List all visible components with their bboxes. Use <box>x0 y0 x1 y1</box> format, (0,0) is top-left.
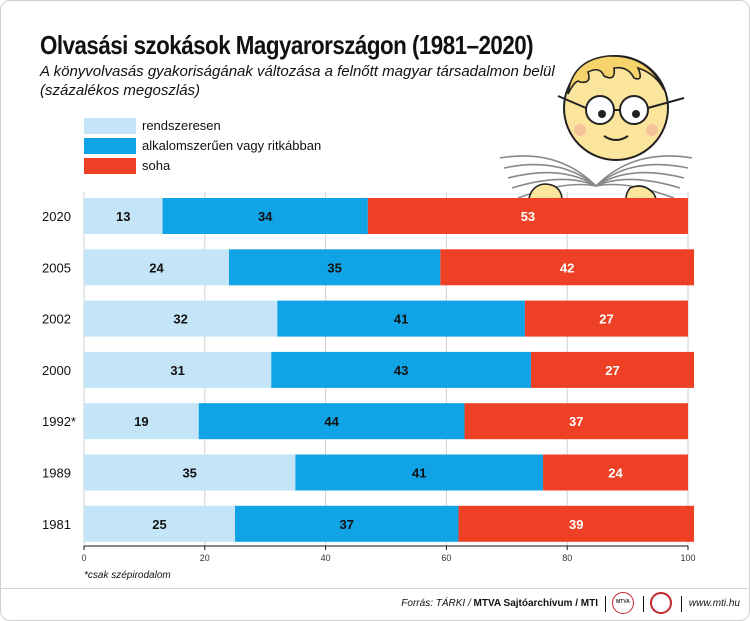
x-tick-label: 20 <box>200 553 210 563</box>
bar-segment <box>271 351 531 388</box>
stacked-bar-chart: 2020 13 34 53 2005 24 35 42 2002 32 41 27 2000 31 43 27… <box>42 192 696 563</box>
x-tick-label: 40 <box>321 553 331 563</box>
bar-segment <box>228 249 441 286</box>
bar-segment <box>458 505 695 542</box>
category-label: 1992* <box>42 414 76 429</box>
mti-logo-icon <box>650 592 672 614</box>
bar-segment <box>198 403 465 440</box>
bar-segment <box>84 249 229 286</box>
data-label: 53 <box>521 209 535 224</box>
bar-segment <box>162 198 368 234</box>
mtva-logo-text: MTVA <box>616 599 630 605</box>
bar-segment <box>84 454 296 491</box>
category-label: 2002 <box>42 312 71 327</box>
bar-segment <box>530 351 695 388</box>
data-label: 27 <box>605 363 619 378</box>
x-tick-label: 0 <box>81 553 86 563</box>
data-label: 41 <box>412 466 426 481</box>
data-label: 24 <box>149 260 164 275</box>
data-label: 13 <box>116 209 130 224</box>
footer-divider <box>643 596 644 612</box>
category-label: 1989 <box>42 466 71 481</box>
data-label: 39 <box>569 517 583 532</box>
chart-subtitle: A könyvolvasás gyakoriságának változása … <box>40 63 555 99</box>
x-tick-label: 100 <box>680 553 695 563</box>
data-label: 27 <box>599 312 613 327</box>
source-prefix: Forrás: TÁRKI / <box>401 598 474 609</box>
legend-label-alkalomszeruen: alkalomszerűen vagy ritkábban <box>142 138 322 153</box>
source-bold: MTVA Sajtóarchívum / MTI <box>473 598 598 609</box>
data-label: 44 <box>324 414 339 429</box>
data-label: 42 <box>560 260 574 275</box>
data-label: 19 <box>134 414 148 429</box>
bar-segment <box>543 454 688 491</box>
data-label: 24 <box>608 466 623 481</box>
legend-swatch-rendszeresen <box>84 118 136 134</box>
bar-segment <box>524 300 688 337</box>
legend-swatch-soha <box>84 158 136 174</box>
footer-divider <box>681 596 682 612</box>
legend-swatch-alkalomszeruen <box>84 138 136 154</box>
bar-segment <box>235 505 459 542</box>
chart-title: Olvasási szokások Magyarországon (1981–2… <box>40 30 534 60</box>
data-label: 37 <box>569 414 583 429</box>
footer: Forrás: TÁRKI / MTVA Sajtóarchívum / MTI… <box>0 588 748 620</box>
bar-segment <box>84 300 278 337</box>
bar-segment <box>84 403 199 440</box>
category-label: 2020 <box>42 209 71 224</box>
data-label: 32 <box>173 312 187 327</box>
bar-segment <box>464 403 688 440</box>
bar-segment <box>367 198 688 234</box>
x-tick-label: 80 <box>562 553 572 563</box>
data-label: 37 <box>340 517 354 532</box>
bar-segment <box>84 505 235 542</box>
bar-segment <box>277 300 525 337</box>
category-label: 2000 <box>42 363 71 378</box>
website-link[interactable]: www.mti.hu <box>688 598 740 609</box>
data-label: 34 <box>258 209 273 224</box>
bar-segment <box>84 198 163 234</box>
data-label: 35 <box>182 466 196 481</box>
source-credit: Forrás: TÁRKI / MTVA Sajtóarchívum / MTI <box>401 598 598 609</box>
data-label: 43 <box>394 363 408 378</box>
category-label: 2005 <box>42 260 71 275</box>
bar-segment <box>440 249 695 286</box>
data-label: 31 <box>170 363 184 378</box>
x-tick-label: 60 <box>441 553 451 563</box>
footer-divider <box>605 596 606 612</box>
footnote: *csak szépirodalom <box>84 570 171 581</box>
bar-segment <box>295 454 544 491</box>
bar-segment <box>84 351 272 388</box>
data-label: 41 <box>394 312 408 327</box>
mtva-logo-icon: MTVA <box>612 592 634 614</box>
data-label: 35 <box>327 260 341 275</box>
legend-label-rendszeresen: rendszeresen <box>142 118 221 133</box>
data-label: 25 <box>152 517 166 532</box>
legend-label-soha: soha <box>142 158 171 173</box>
category-label: 1981 <box>42 517 71 532</box>
